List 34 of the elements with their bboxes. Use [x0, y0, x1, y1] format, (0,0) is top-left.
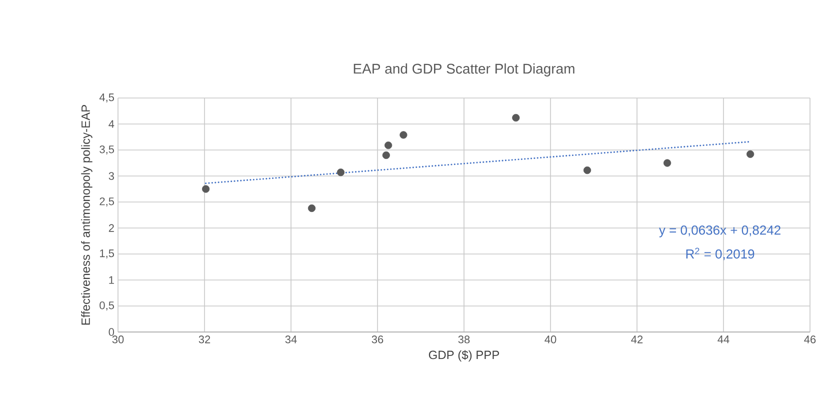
chart-title: EAP and GDP Scatter Plot Diagram: [354, 63, 574, 76]
annotation: y = 0,0636x + 0,8242: [658, 226, 780, 238]
y-tick-label: 3,5: [100, 145, 114, 155]
point: [746, 150, 754, 158]
x-tick-label: 36: [372, 336, 384, 344]
y-tick-label: 4,5: [99, 94, 114, 102]
point: [512, 114, 520, 122]
y-tick-label: 1,5: [100, 250, 114, 258]
y-axis-title: Effectiveness of antimonopoly policy-EAP: [81, 105, 92, 325]
x-axis-title: GDP ($) PPP: [428, 350, 500, 362]
point: [400, 131, 408, 139]
point: [202, 185, 210, 193]
x-tick-label: 46: [804, 336, 816, 344]
point: [663, 159, 672, 167]
y-tick-label: 0,5: [100, 301, 114, 311]
x-tick-label: 42: [631, 336, 643, 344]
x-tick-label: 40: [544, 336, 556, 344]
y-tick-label: 0: [108, 328, 114, 336]
point: [336, 168, 345, 176]
point: [583, 166, 592, 174]
point: [384, 142, 392, 150]
y-tick-label: 1: [109, 276, 114, 284]
x-tick-label: 44: [718, 336, 730, 344]
y-tick-label: 2,5: [100, 197, 114, 207]
point: [308, 204, 316, 212]
y-tick-label: 3: [108, 172, 114, 180]
point: [382, 151, 390, 159]
x-tick-label: 32: [198, 336, 210, 344]
annotation: R$^{2}$ = 0,2019: [686, 248, 754, 260]
x-tick-label: 34: [285, 336, 297, 344]
x-tick-label: 30: [112, 336, 124, 344]
y-tick-label: 2: [108, 224, 114, 232]
y-tick-label: 4: [108, 120, 114, 128]
x-tick-label: 38: [458, 336, 470, 344]
